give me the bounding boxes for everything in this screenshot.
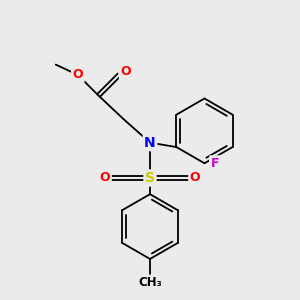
Text: O: O: [120, 65, 131, 79]
Text: F: F: [211, 157, 219, 170]
Text: O: O: [190, 172, 200, 184]
Text: O: O: [73, 68, 83, 81]
Text: N: N: [144, 136, 156, 150]
Text: CH₃: CH₃: [138, 276, 162, 289]
Text: S: S: [145, 171, 155, 185]
Text: O: O: [100, 172, 110, 184]
